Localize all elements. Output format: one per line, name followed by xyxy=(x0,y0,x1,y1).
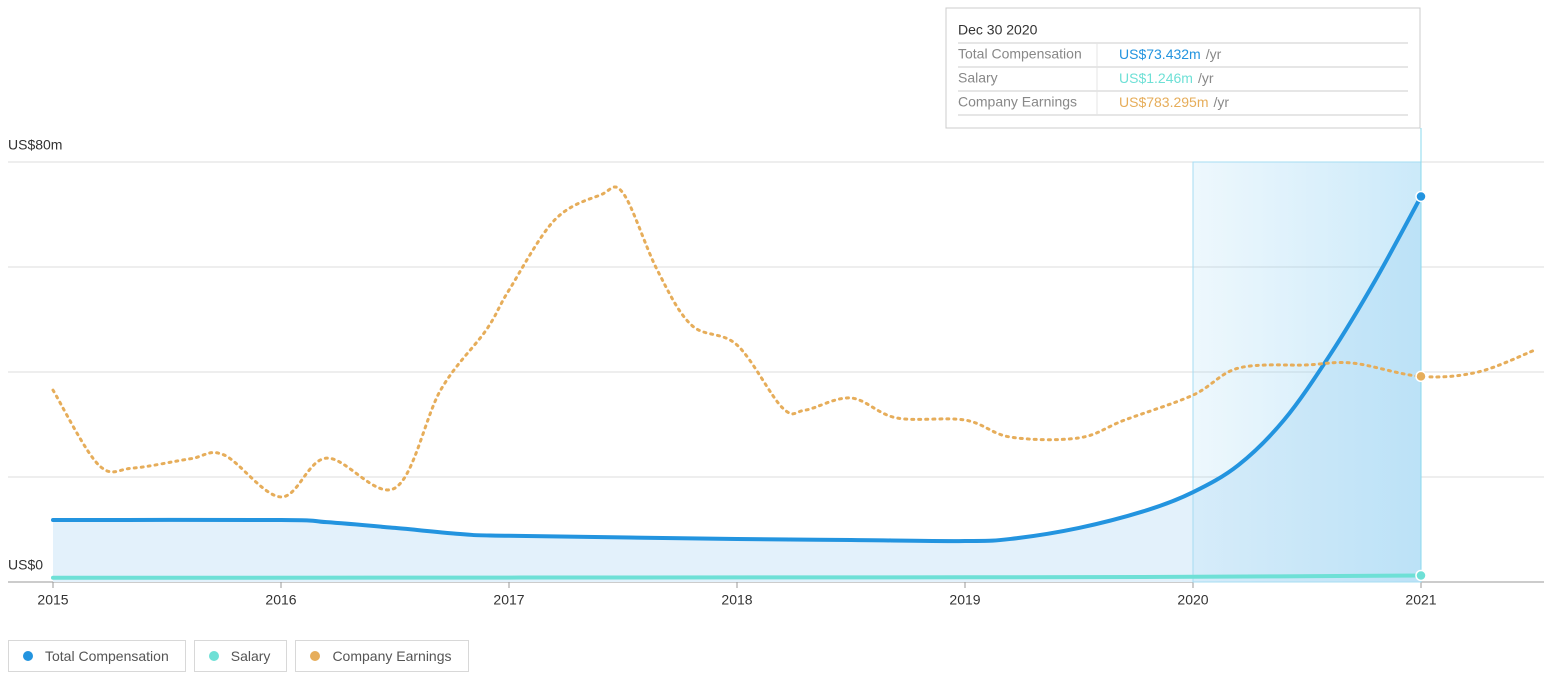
tooltip-unit: /yr xyxy=(1198,70,1214,86)
tooltip-value-text: US$1.246m xyxy=(1119,70,1193,86)
y-tick-label: US$0 xyxy=(8,557,43,573)
x-tick-label: 2018 xyxy=(721,592,752,608)
tooltip-label: Total Compensation xyxy=(958,46,1082,62)
legend-item[interactable]: Total Compensation xyxy=(8,640,186,672)
legend-swatch xyxy=(310,651,321,661)
series-line xyxy=(51,573,1423,580)
legend-label: Company Earnings xyxy=(332,648,452,664)
legend-label: Total Compensation xyxy=(45,648,169,664)
tooltip-value-text: US$73.432m xyxy=(1119,46,1201,62)
highlight-band xyxy=(1192,161,1422,583)
x-tick-label: 2021 xyxy=(1405,592,1436,608)
tooltip-box xyxy=(945,7,1421,129)
hover-dot xyxy=(1415,569,1427,582)
x-tick-label: 2020 xyxy=(1177,592,1208,608)
hover-dot xyxy=(1415,370,1427,383)
legend-swatch xyxy=(208,651,219,661)
x-tick-label: 2016 xyxy=(265,592,296,608)
legend-label: Salary xyxy=(230,648,271,664)
tooltip-unit: /yr xyxy=(1214,94,1230,110)
legend-swatch xyxy=(23,651,33,661)
hover-dot xyxy=(1415,190,1427,203)
tooltip-value-text: US$783.295m xyxy=(1119,94,1209,110)
tooltip-value: US$783.295m/yr xyxy=(1119,94,1229,110)
x-tick-label: 2015 xyxy=(37,592,68,608)
series-line xyxy=(51,185,1537,499)
tooltip-date: Dec 30 2020 xyxy=(958,22,1038,38)
tooltip-unit: /yr xyxy=(1206,46,1222,62)
y-tick-label: US$80m xyxy=(8,137,62,153)
tooltip-label: Company Earnings xyxy=(958,94,1077,110)
x-tick-label: 2017 xyxy=(493,592,524,608)
tooltip-value: US$1.246m/yr xyxy=(1119,70,1214,86)
tooltip-label: Salary xyxy=(958,70,998,86)
tooltip-value: US$73.432m/yr xyxy=(1119,46,1222,62)
legend: Total Compensation Salary Company Earnings xyxy=(8,640,469,672)
legend-item[interactable]: Salary xyxy=(193,640,288,672)
legend-item[interactable]: Company Earnings xyxy=(295,640,469,672)
x-tick-label: 2019 xyxy=(949,592,980,608)
series-line xyxy=(51,194,1423,544)
